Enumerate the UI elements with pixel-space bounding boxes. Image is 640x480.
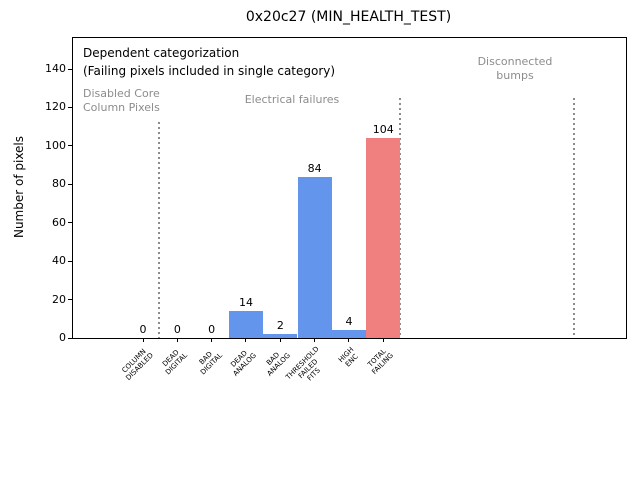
y-tick-mark — [68, 183, 72, 185]
plot-area: 0 20 40 60 80 100 120 140 COLUMN DISABLED 0 DEAD DIG… — [45, 37, 627, 383]
bar-value-label-dead-digital: 0 — [173, 323, 181, 336]
bar-value-label-column-disabled: 0 — [139, 323, 147, 336]
chart-title: 0x20c27 (MIN_HEALTH_TEST) — [245, 9, 452, 25]
x-tick-mark — [142, 338, 144, 342]
x-tick-mark — [348, 338, 350, 342]
y-tick-mark — [68, 222, 72, 224]
y-tick-label: 140 — [45, 62, 66, 75]
y-tick-mark — [68, 106, 72, 108]
divider-disconnected — [573, 98, 575, 338]
x-tick-mark — [245, 338, 247, 342]
bar-value-label-bad-analog: 2 — [276, 319, 284, 332]
y-tick-mark — [68, 299, 72, 301]
x-tick-mark — [279, 338, 281, 342]
x-tick-mark — [382, 338, 384, 342]
y-axis-label: Number of pixels — [12, 135, 26, 239]
x-tick-label-text: HIGH ENC — [336, 345, 360, 369]
bar-value-label-dead-analog: 14 — [238, 296, 253, 309]
y-tick-label: 120 — [45, 100, 66, 114]
y-tick-label: 0 — [59, 331, 66, 344]
y-tick-label: 100 — [45, 138, 66, 152]
y-tick-mark — [68, 145, 72, 147]
bar-dead-analog — [228, 311, 263, 338]
bar-value-label-high-enc: 4 — [345, 315, 353, 328]
bar-threshold-failed-fits — [297, 177, 332, 338]
note-electrical-failures: Electrical failures — [244, 93, 340, 106]
y-tick-label: 20 — [52, 292, 66, 306]
x-tick-label-text: TOTAL FAILING — [366, 347, 396, 377]
bar-bad-analog — [263, 334, 298, 338]
x-tick-mark — [176, 338, 178, 342]
bar-value-label-total-failing: 104 — [372, 123, 394, 136]
bar-high-enc — [331, 330, 366, 338]
note-disabled-core: Disabled Core Column Pixels — [83, 87, 160, 114]
note-disconnected-bumps: Disconnected bumps — [477, 55, 553, 82]
y-tick-mark — [68, 260, 72, 262]
y-tick-mark — [68, 68, 72, 70]
y-tick-mark — [68, 337, 72, 339]
bar-value-label-bad-digital: 0 — [208, 323, 216, 336]
y-tick-label: 80 — [52, 177, 66, 191]
bar-value-label-threshold-failed-fits: 84 — [307, 162, 322, 175]
note-dependent-categorization: Dependent categorization (Failing pixels … — [83, 46, 336, 78]
divider-disabled-core — [158, 122, 160, 338]
y-tick-label: 60 — [52, 215, 66, 229]
y-tick-label: 40 — [52, 254, 66, 268]
x-tick-mark — [314, 338, 316, 342]
bar-total-failing — [366, 138, 401, 338]
x-tick-mark — [211, 338, 213, 342]
